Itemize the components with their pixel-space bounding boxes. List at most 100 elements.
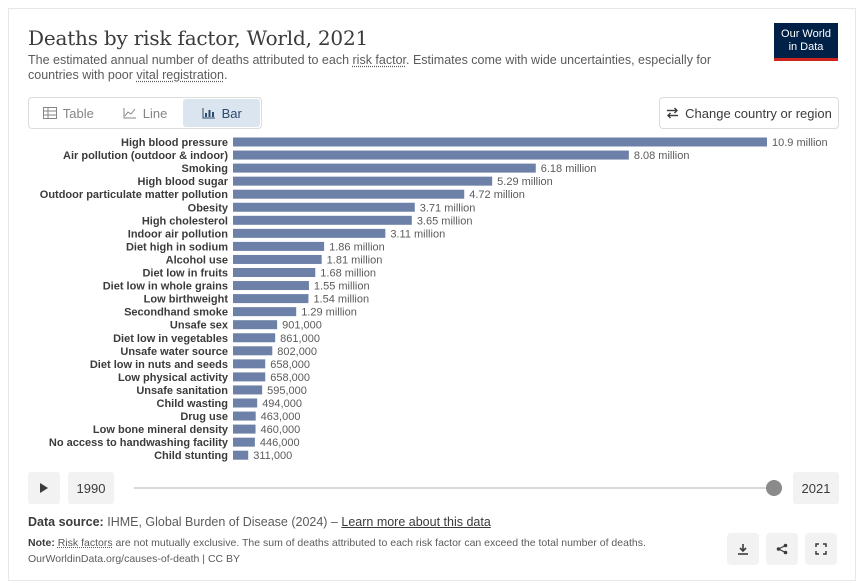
bar[interactable] [233,437,255,447]
view-tabs: Table Line Bar [28,97,262,129]
timeline-track[interactable] [134,487,774,489]
value-label: 10.9 million [772,137,828,149]
bar[interactable] [233,150,629,160]
value-label: 446,000 [260,437,300,449]
bar[interactable] [233,228,386,238]
bar[interactable] [233,346,273,356]
category-label: Low bone mineral density [93,424,229,436]
category-label: Child stunting [154,450,228,462]
bar[interactable] [233,254,322,264]
value-label: 861,000 [280,333,320,345]
category-label: Diet low in fruits [142,268,228,280]
subtitle-text-2: . Estimates come with wide uncertainties… [28,53,712,82]
download-button[interactable] [727,533,759,565]
bar-chart-icon [202,108,215,119]
bar[interactable] [233,189,465,199]
risk-factor-link[interactable]: risk factor [352,53,407,67]
category-label: Air pollution (outdoor & indoor) [63,150,228,162]
line-chart-icon [123,108,136,119]
value-label: 311,000 [253,450,292,462]
start-year[interactable]: 1990 [68,472,114,504]
bar[interactable] [233,163,536,173]
bar[interactable] [233,137,767,147]
owid-logo[interactable]: Our World in Data [774,23,838,61]
fullscreen-icon [815,543,827,555]
category-label: Smoking [182,163,228,175]
timeline: 1990 2021 [28,472,840,504]
category-label: Low physical activity [118,372,229,384]
subtitle-text-1: The estimated annual number of deaths at… [28,53,353,67]
category-label: Diet low in vegetables [113,333,228,345]
bar[interactable] [233,176,493,186]
change-country-button[interactable]: Change country or region [659,97,839,129]
value-label: 802,000 [277,346,317,358]
bar[interactable] [233,450,249,460]
bar[interactable] [233,359,266,369]
category-label: Diet low in whole grains [103,281,228,293]
category-label: Alcohol use [166,254,228,266]
bar[interactable] [233,398,258,408]
bar[interactable] [233,281,309,291]
share-button[interactable] [766,533,798,565]
value-label: 658,000 [270,359,310,371]
bar-chart: High blood pressure 10.9 million Air pollu… [40,137,828,462]
value-label: 3.71 million [420,202,476,214]
risk-factors-link[interactable]: Risk factors [57,537,113,549]
value-label: 658,000 [270,372,310,384]
tab-line-label: Line [142,105,168,121]
source-text: IHME, Global Burden of Disease (2024) – [107,515,342,529]
value-label: 6.18 million [541,163,597,175]
bar[interactable] [233,202,415,212]
category-label: Diet low in nuts and seeds [90,359,228,371]
bar[interactable] [233,424,256,434]
value-label: 3.11 million [390,228,445,240]
value-label: 1.68 million [320,268,376,280]
source-url[interactable]: OurWorldinData.org/causes-of-death | CC … [28,553,241,565]
value-label: 3.65 million [417,215,473,227]
fullscreen-button[interactable] [805,533,837,565]
source-label: Data source: [28,515,104,529]
category-label: Obesity [188,202,229,214]
chart-card: Deaths by risk factor, World, 2021 The e… [8,8,856,581]
share-icon [776,543,788,555]
data-source: Data source: IHME, Global Burden of Dise… [28,515,491,529]
category-label: Drug use [180,411,228,423]
value-label: 5.29 million [497,176,553,188]
logo-line-2: in Data [788,41,824,53]
chart-subtitle: The estimated annual number of deaths at… [28,53,748,83]
subtitle-text-3: . [223,68,228,82]
value-label: 1.86 million [329,241,385,253]
bar[interactable] [233,215,412,225]
bar[interactable] [233,320,278,330]
timeline-handle[interactable] [766,480,782,496]
learn-more-link[interactable]: Learn more about this data [341,515,491,529]
category-label: Outdoor particulate matter pollution [40,189,229,201]
value-label: 8.08 million [634,150,690,162]
bar[interactable] [233,372,266,382]
tab-table-label: Table [62,105,94,121]
value-label: 4.72 million [469,189,525,201]
value-label: 494,000 [262,398,302,410]
chart-title: Deaths by risk factor, World, 2021 [28,26,368,50]
value-label: 1.29 million [301,307,357,319]
value-label: 901,000 [282,320,322,332]
bar[interactable] [233,241,325,251]
end-year[interactable]: 2021 [793,472,839,504]
value-label: 595,000 [267,385,307,397]
vital-registration-link[interactable]: vital registration [136,68,224,82]
bar[interactable] [233,411,256,421]
tab-table[interactable]: Table [30,99,107,127]
bar[interactable] [233,307,297,317]
bar[interactable] [233,333,276,343]
category-label: High blood sugar [138,176,229,188]
tab-bar[interactable]: Bar [183,99,261,127]
tab-line[interactable]: Line [107,99,184,127]
logo-line-1: Our World [781,28,831,40]
bar[interactable] [233,385,263,395]
change-country-label: Change country or region [685,105,832,121]
category-label: Low birthweight [144,294,229,306]
category-label: Child wasting [157,398,229,410]
bar[interactable] [233,294,309,304]
play-button[interactable] [28,472,60,504]
bar[interactable] [233,268,316,277]
